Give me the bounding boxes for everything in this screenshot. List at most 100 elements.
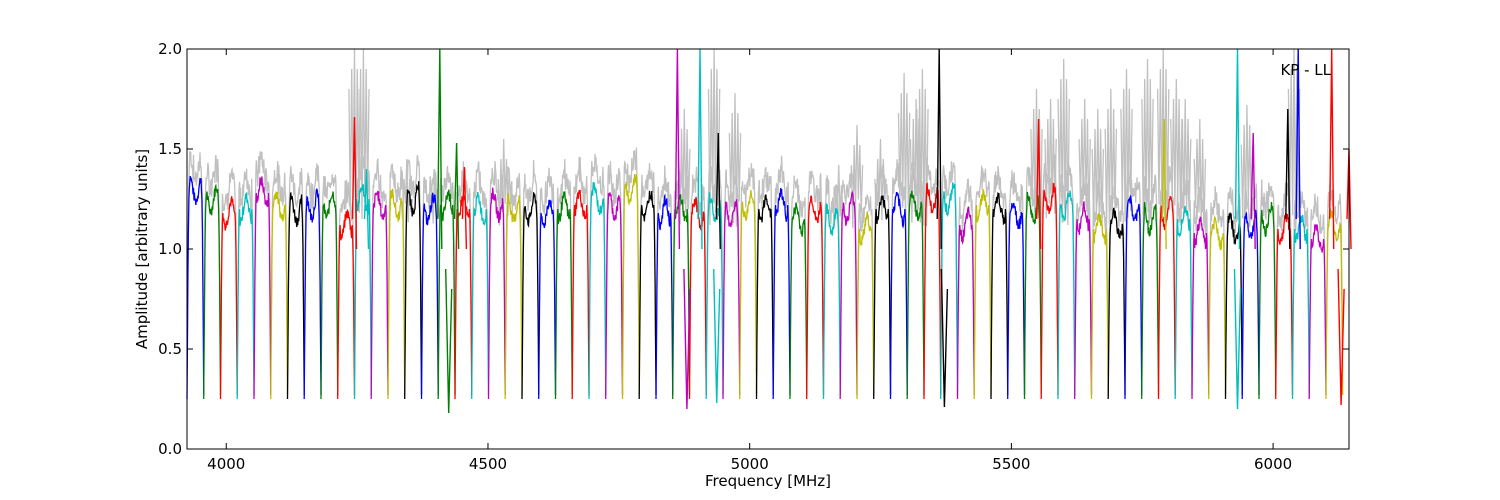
channel-trace — [605, 192, 624, 400]
channel-trace — [588, 182, 607, 400]
channel-trace — [1090, 212, 1109, 400]
gray-channel-trace — [789, 175, 808, 374]
channel-trace — [973, 188, 992, 400]
channel-trace — [420, 192, 439, 400]
gray-channel-trace — [236, 168, 255, 380]
x-axis: 4000 4500 5000 5500 6000 — [207, 49, 1292, 473]
channel-trace — [320, 191, 339, 400]
x-tick-label: 5000 — [731, 455, 769, 473]
gray-channel-trace — [270, 160, 289, 378]
y-tick-label: 1.5 — [158, 140, 182, 158]
channel-trace — [203, 183, 222, 400]
spike-mark — [363, 168, 370, 250]
spike-mark — [1035, 118, 1042, 250]
channel-trace — [789, 202, 808, 400]
gray-burst — [1078, 98, 1091, 226]
channel-trace — [1023, 191, 1042, 400]
annotation-label: KP - LL — [1280, 61, 1331, 79]
gray-burst — [1120, 68, 1133, 222]
gray-burst — [1091, 108, 1105, 226]
gray-channel-trace — [337, 179, 356, 377]
gray-background-series — [186, 48, 1344, 389]
gray-channel-trace — [990, 165, 1009, 377]
channel-trace — [638, 190, 657, 400]
channel-trace — [1157, 195, 1176, 400]
channel-trace — [889, 191, 908, 400]
gray-channel-trace — [806, 170, 825, 384]
channel-trace — [521, 192, 540, 400]
gray-burst — [909, 98, 923, 223]
gray-channel-trace — [856, 194, 875, 385]
gray-channel-trace — [1258, 179, 1277, 373]
channel-trace — [1191, 216, 1210, 400]
channel-trace — [571, 189, 590, 400]
gray-channel-trace — [303, 163, 322, 381]
gray-channel-trace — [739, 163, 758, 375]
channel-trace — [186, 176, 205, 400]
gray-channel-trace — [956, 178, 975, 368]
channel-trace — [655, 193, 674, 400]
channel-trace — [1057, 190, 1076, 400]
gray-channel-trace — [638, 162, 657, 382]
gray-burst — [678, 108, 691, 225]
x-tick-label: 6000 — [1254, 455, 1292, 473]
x-tick-label: 5500 — [992, 455, 1030, 473]
channel-trace — [303, 187, 322, 400]
spike-mark — [461, 166, 468, 250]
channel-trace — [370, 190, 389, 400]
spike-mark — [351, 116, 358, 250]
spike-mark — [715, 132, 721, 250]
channel-trace — [1241, 209, 1260, 400]
channel-trace — [1208, 214, 1227, 400]
channel-trace — [806, 195, 825, 400]
gray-channel-trace — [588, 153, 607, 387]
gray-burst — [1193, 118, 1207, 229]
channel-trace — [739, 190, 758, 400]
channel-trace — [722, 199, 741, 400]
channel-trace — [1325, 208, 1344, 400]
gray-channel-trace — [1208, 186, 1227, 387]
gray-channel-trace — [772, 155, 791, 383]
spike-mark — [1161, 118, 1167, 250]
channel-trace — [504, 192, 523, 400]
channel-trace — [219, 196, 238, 400]
channel-trace — [1291, 214, 1310, 400]
channel-trace — [1258, 202, 1277, 400]
channel-trace — [353, 184, 372, 400]
gray-burst — [1044, 98, 1057, 219]
gray-burst — [1141, 58, 1154, 225]
y-tick-label: 0.0 — [158, 440, 182, 458]
gray-channel-trace — [1325, 177, 1344, 372]
channel-trace — [487, 187, 506, 400]
x-tick-label: 4000 — [207, 455, 245, 473]
channel-trace — [956, 206, 975, 400]
channel-trace — [1174, 205, 1193, 400]
gray-channel-trace — [286, 166, 305, 387]
gray-channel-trace — [655, 165, 674, 379]
channel-trace — [554, 190, 573, 400]
y-axis: 0.0 0.5 1.0 1.5 2.0 — [158, 40, 1349, 458]
gray-channel-trace — [605, 161, 624, 377]
channel-trace — [1040, 182, 1059, 400]
x-tick-label: 4500 — [469, 455, 507, 473]
gray-channel-trace — [320, 174, 339, 382]
gray-channel-trace — [822, 175, 841, 385]
y-tick-label: 1.0 — [158, 240, 182, 258]
dip-mark — [940, 268, 949, 408]
channel-trace — [387, 188, 406, 400]
spike-mark — [1285, 108, 1291, 250]
dip-mark — [713, 268, 721, 404]
gray-channel-trace — [186, 150, 205, 378]
channel-trace — [253, 176, 272, 400]
y-axis-label: Amplitude [arbitrary units] — [133, 149, 151, 349]
gray-channel-trace — [420, 168, 439, 384]
channel-trace — [873, 195, 892, 400]
gray-channel-trace — [755, 167, 774, 372]
gray-channel-trace — [571, 156, 590, 383]
gray-channel-trace — [370, 158, 389, 381]
gray-burst — [1104, 88, 1118, 226]
gray-channel-trace — [1057, 161, 1076, 380]
channel-trace — [1124, 195, 1143, 400]
dip-mark — [445, 268, 453, 414]
channel-series — [186, 173, 1344, 400]
